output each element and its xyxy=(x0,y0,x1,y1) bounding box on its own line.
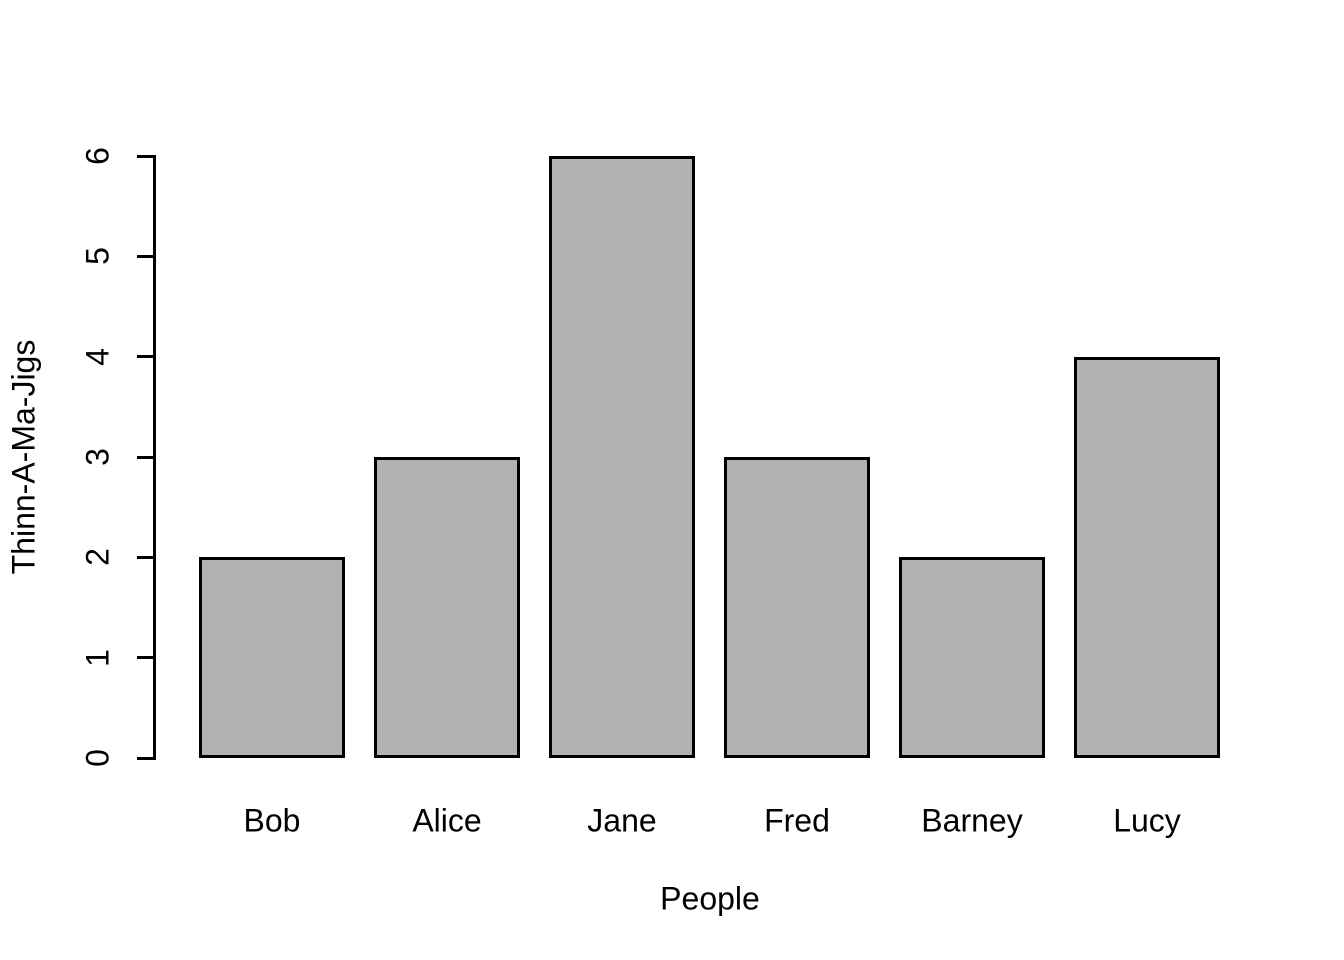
bar xyxy=(899,557,1045,758)
x-tick-label: Lucy xyxy=(1113,802,1181,839)
y-tick-label: 0 xyxy=(79,749,116,767)
y-axis-title: Thinn-A-Ma-Jigs xyxy=(5,339,42,575)
y-tick xyxy=(137,355,153,359)
bar xyxy=(724,457,870,758)
bar xyxy=(549,156,695,758)
y-tick-label: 6 xyxy=(79,147,116,165)
x-tick-label: Barney xyxy=(921,802,1023,839)
y-tick-label: 3 xyxy=(79,448,116,466)
y-tick-label: 2 xyxy=(79,548,116,567)
y-tick xyxy=(137,154,153,158)
x-axis-title: People xyxy=(660,880,760,917)
y-tick xyxy=(137,656,153,660)
y-axis-line xyxy=(153,155,156,760)
x-tick-label: Bob xyxy=(243,802,301,839)
bar xyxy=(374,457,520,758)
y-tick xyxy=(137,756,153,760)
x-tick-label: Alice xyxy=(412,802,482,839)
y-tick xyxy=(137,455,153,459)
bar xyxy=(199,557,345,758)
y-tick-label: 1 xyxy=(79,648,116,667)
bar xyxy=(1074,356,1220,758)
y-tick xyxy=(137,555,153,559)
x-tick-label: Jane xyxy=(587,802,657,839)
x-tick-label: Fred xyxy=(764,802,830,839)
y-tick-label: 4 xyxy=(79,347,116,366)
y-tick xyxy=(137,254,153,258)
y-tick-label: 5 xyxy=(79,247,116,266)
